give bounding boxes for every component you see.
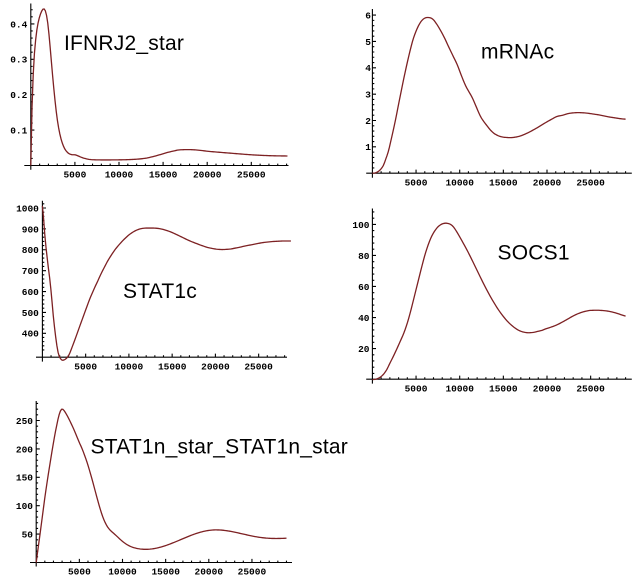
svg-text:40: 40 bbox=[358, 313, 370, 324]
svg-text:15000: 15000 bbox=[149, 170, 178, 181]
svg-text:20: 20 bbox=[358, 344, 370, 355]
svg-text:10000: 10000 bbox=[105, 170, 134, 181]
svg-text:100: 100 bbox=[16, 501, 33, 512]
svg-text:25000: 25000 bbox=[244, 361, 273, 372]
svg-text:mRNAc: mRNAc bbox=[481, 41, 554, 64]
svg-text:6: 6 bbox=[365, 11, 371, 22]
svg-text:4: 4 bbox=[365, 63, 371, 74]
svg-text:15000: 15000 bbox=[151, 567, 180, 578]
svg-text:10000: 10000 bbox=[115, 361, 144, 372]
svg-text:600: 600 bbox=[22, 287, 39, 298]
svg-text:5000: 5000 bbox=[74, 361, 97, 372]
svg-text:20000: 20000 bbox=[195, 567, 224, 578]
svg-text:15000: 15000 bbox=[489, 177, 518, 188]
svg-text:20000: 20000 bbox=[193, 170, 222, 181]
svg-text:800: 800 bbox=[22, 245, 39, 256]
svg-text:15000: 15000 bbox=[489, 383, 518, 394]
svg-text:200: 200 bbox=[16, 444, 33, 455]
svg-text:50: 50 bbox=[22, 530, 34, 541]
svg-text:STAT1n_star_STAT1n_star: STAT1n_star_STAT1n_star bbox=[91, 435, 348, 458]
svg-text:500: 500 bbox=[22, 308, 39, 319]
svg-text:150: 150 bbox=[16, 473, 33, 484]
svg-text:25000: 25000 bbox=[576, 177, 605, 188]
svg-text:5000: 5000 bbox=[68, 567, 91, 578]
svg-text:5000: 5000 bbox=[405, 383, 428, 394]
svg-text:700: 700 bbox=[22, 266, 39, 277]
svg-text:80: 80 bbox=[358, 251, 370, 262]
svg-text:900: 900 bbox=[22, 224, 39, 235]
svg-text:STAT1c: STAT1c bbox=[123, 280, 197, 303]
svg-text:10000: 10000 bbox=[445, 177, 474, 188]
svg-text:250: 250 bbox=[16, 416, 33, 427]
svg-text:10000: 10000 bbox=[445, 383, 474, 394]
svg-text:IFNRJ2_star: IFNRJ2_star bbox=[64, 32, 184, 55]
svg-text:3: 3 bbox=[365, 90, 371, 101]
svg-text:1000: 1000 bbox=[16, 203, 39, 214]
svg-text:15000: 15000 bbox=[158, 361, 187, 372]
svg-text:0.1: 0.1 bbox=[10, 126, 27, 137]
svg-text:20000: 20000 bbox=[201, 361, 230, 372]
svg-text:25000: 25000 bbox=[576, 383, 605, 394]
svg-text:10000: 10000 bbox=[108, 567, 137, 578]
svg-text:400: 400 bbox=[22, 329, 39, 340]
svg-text:25000: 25000 bbox=[237, 170, 266, 181]
svg-text:1: 1 bbox=[365, 142, 371, 153]
svg-text:0.2: 0.2 bbox=[10, 90, 27, 101]
svg-text:SOCS1: SOCS1 bbox=[498, 242, 570, 265]
svg-text:5: 5 bbox=[365, 37, 371, 48]
svg-text:60: 60 bbox=[358, 282, 370, 293]
svg-text:0.4: 0.4 bbox=[10, 19, 27, 30]
svg-text:5000: 5000 bbox=[405, 177, 428, 188]
svg-text:20000: 20000 bbox=[533, 177, 562, 188]
svg-text:0.3: 0.3 bbox=[10, 55, 27, 66]
svg-text:25000: 25000 bbox=[238, 567, 267, 578]
svg-text:100: 100 bbox=[352, 220, 369, 231]
svg-text:5000: 5000 bbox=[63, 170, 86, 181]
svg-text:2: 2 bbox=[365, 116, 371, 127]
svg-text:20000: 20000 bbox=[533, 383, 562, 394]
